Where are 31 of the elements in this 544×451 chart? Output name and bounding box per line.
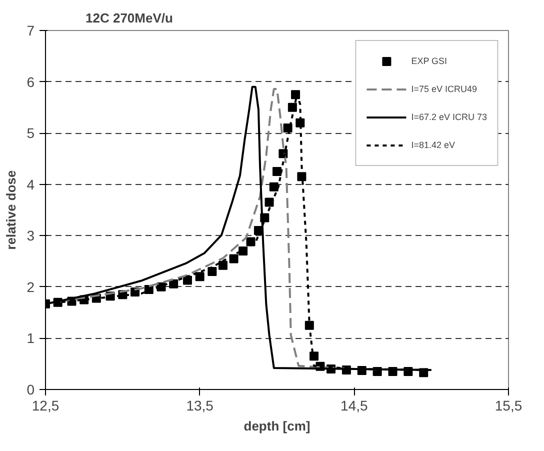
legend-label: I=67.2 eV ICRU 73 (411, 112, 487, 122)
point (195, 272, 204, 282)
y-tick-label: 3 (26, 228, 35, 244)
y-tick-label: 6 (26, 74, 35, 90)
point (297, 172, 306, 182)
y-tick-label: 7 (26, 22, 35, 38)
point (246, 237, 256, 246)
point (208, 267, 217, 276)
y-tick-label: 5 (26, 125, 35, 142)
x-tick-label: 13,5 (186, 398, 214, 414)
chart-title: 12C 270MeV/u (86, 10, 173, 26)
point (229, 254, 238, 264)
point (218, 260, 228, 270)
point (269, 182, 278, 192)
point (288, 102, 297, 112)
y-tick-label: 1 (26, 330, 35, 346)
legend-label: I=75 eV ICRU49 (411, 84, 477, 94)
legend-label: EXP GSI (411, 56, 448, 66)
legend-label: I=81.42 eV (411, 140, 455, 150)
x-tick-label: 15,5 (494, 398, 522, 414)
point (182, 276, 192, 285)
y-tick-label: 4 (26, 176, 35, 192)
x-tick-label: 14,5 (340, 398, 368, 414)
y-tick-label: 2 (26, 278, 35, 295)
x-axis-title: depth [cm] (244, 418, 310, 434)
point (304, 320, 314, 330)
point (272, 167, 282, 176)
y-tick-label: 0 (26, 382, 35, 398)
y-axis-title: relative dose (4, 170, 19, 250)
x-tick-label: 12,5 (32, 398, 60, 414)
point (264, 198, 274, 207)
